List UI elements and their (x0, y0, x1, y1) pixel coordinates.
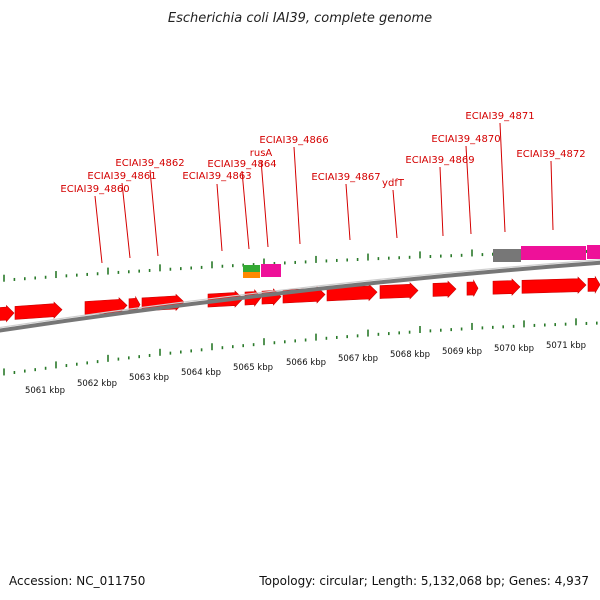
genome-backbone-highlight (0, 259, 600, 329)
label-leader-line (439, 166, 444, 237)
gene-label-group: ECIAI39_4860 ECIAI39_4861 ECIAI39_4862 E… (60, 111, 585, 195)
label-leader-line (94, 195, 103, 264)
gene-label-ecIai39-4869: ECIAI39_4869 (405, 155, 474, 166)
gene-label-rusA: rusA (250, 148, 273, 159)
label-leader-line (241, 170, 250, 250)
gene-label-ecIai39-4861: ECIAI39_4861 (87, 171, 156, 182)
kbp-label-5071: 5071 kbp (546, 341, 586, 351)
gene-label-ecIai39-4860: ECIAI39_4860 (60, 184, 129, 195)
label-leader-line (149, 169, 159, 257)
genome-summary-text: Topology: circular; Length: 5,132,068 bp… (258, 574, 589, 588)
accession-text: Accession: NC_011750 (9, 574, 145, 588)
label-leader-lines (94, 122, 554, 264)
label-leader-line (392, 189, 398, 239)
kbp-label-5067: 5067 kbp (338, 354, 378, 364)
gene-label-ecIai39-4866: ECIAI39_4866 (259, 135, 328, 146)
feature-boxes (243, 245, 600, 278)
feature-box-pink-2 (521, 246, 586, 260)
kbp-label-5062: 5062 kbp (77, 379, 117, 389)
label-leader-line (499, 122, 506, 233)
kbp-label-5063: 5063 kbp (129, 373, 169, 383)
feature-box-pink (261, 264, 281, 277)
label-leader-line (550, 160, 554, 231)
gene-label-ecIai39-4863: ECIAI39_4863 (182, 171, 251, 182)
genome-backbone (0, 260, 600, 333)
gene-label-ecIai39-4864: ECIAI39_4864 (207, 159, 276, 170)
gene-arrow (14, 301, 63, 320)
gene-label-ecIai39-4871: ECIAI39_4871 (465, 111, 534, 122)
kbp-label-5069: 5069 kbp (442, 347, 482, 357)
label-leader-line (216, 183, 223, 252)
feature-box-orange (243, 272, 260, 278)
lower-tick-track (3, 318, 598, 376)
gene-arrow (587, 275, 600, 294)
gene-arrow (466, 279, 479, 297)
gene-label-ydfT: ydfT (382, 178, 405, 189)
gene-arrow (0, 304, 15, 323)
label-leader-line (260, 159, 269, 248)
kbp-label-5068: 5068 kbp (390, 350, 430, 360)
gene-label-ecIai39-4862: ECIAI39_4862 (115, 158, 184, 169)
gene-label-ecIai39-4870: ECIAI39_4870 (431, 134, 500, 145)
gene-arrow (492, 278, 521, 296)
kbp-scale-labels: 5061 kbp 5062 kbp 5063 kbp 5064 kbp 5065… (25, 341, 586, 396)
gene-label-ecIai39-4867: ECIAI39_4867 (311, 172, 380, 183)
label-leader-line (121, 182, 131, 259)
kbp-label-5061: 5061 kbp (25, 386, 65, 396)
kbp-label-5070: 5070 kbp (494, 344, 534, 354)
gene-arrow (521, 276, 587, 294)
label-leader-line (345, 183, 351, 241)
feature-box-grey (493, 249, 521, 262)
gene-label-ecIai39-4872: ECIAI39_4872 (516, 149, 585, 160)
feature-box-pink-3 (587, 245, 600, 259)
kbp-label-5066: 5066 kbp (286, 358, 326, 368)
label-leader-line (465, 145, 472, 235)
label-leader-line (293, 146, 301, 245)
map-title: Escherichia coli IAI39, complete genome (168, 11, 432, 26)
kbp-label-5065: 5065 kbp (233, 363, 273, 373)
gene-arrow (432, 280, 457, 299)
gene-arrow (379, 282, 419, 300)
kbp-label-5064: 5064 kbp (181, 368, 221, 378)
feature-box-green (243, 265, 260, 272)
